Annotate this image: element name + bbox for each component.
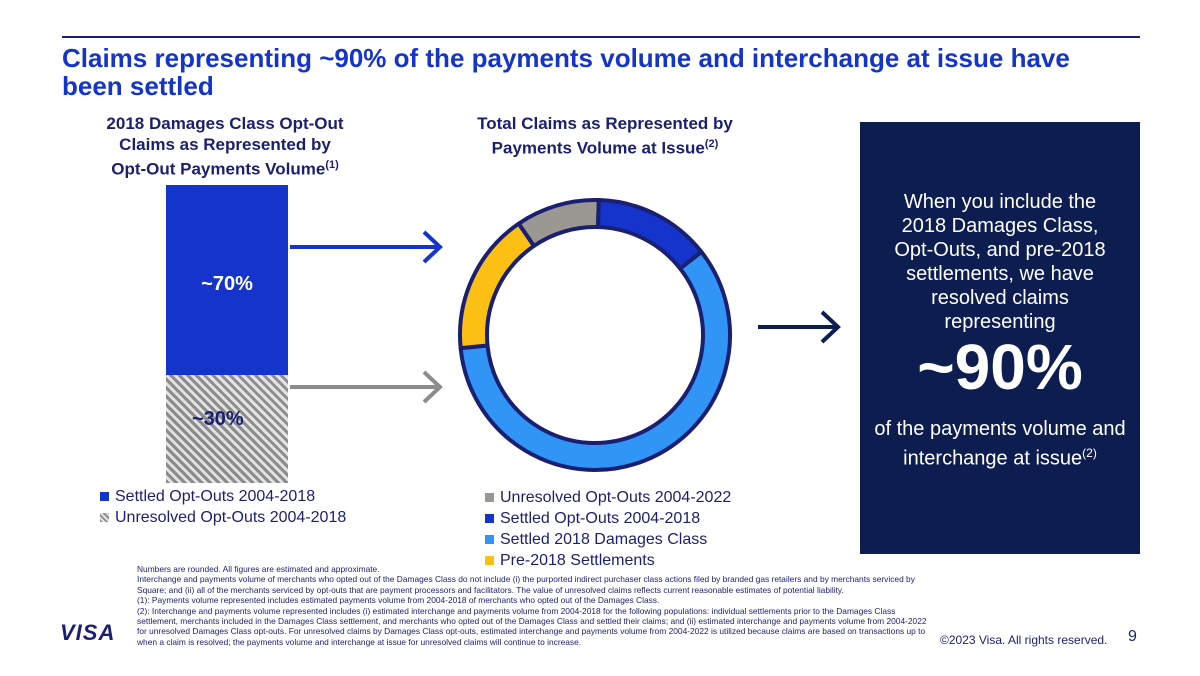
arrow-right-gray-icon	[290, 370, 443, 404]
copyright: ©2023 Visa. All rights reserved.	[940, 633, 1108, 647]
legend-swatch	[100, 492, 109, 501]
middle-chart-heading: Total Claims as Represented by Payments …	[440, 113, 770, 159]
panel-outro: of the payments volume and interchange a…	[870, 417, 1130, 471]
bar-label-settled: ~70%	[201, 273, 253, 295]
legend-item: Unresolved Opt-Outs 2004-2022	[485, 487, 731, 508]
footnote: Interchange and payments volume of merch…	[137, 574, 915, 595]
donut-slice	[458, 221, 536, 351]
arrow-right-blue-icon	[290, 230, 443, 264]
legend-item: Settled Opt-Outs 2004-2018	[100, 486, 346, 507]
left-heading-footnote-ref: (1)	[325, 159, 339, 171]
middle-heading-line1: Total Claims as Represented by	[477, 114, 733, 133]
footnote: Numbers are rounded. All figures are est…	[137, 564, 380, 574]
legend-swatch	[485, 535, 494, 544]
footnote: (1): Payments volume represented include…	[137, 595, 660, 606]
bar-segment-unresolved: ~30%	[166, 375, 288, 483]
left-chart-legend: Settled Opt-Outs 2004-2018 Unresolved Op…	[100, 486, 346, 528]
donut-slice	[458, 249, 732, 472]
legend-swatch	[485, 556, 494, 565]
legend-item: Settled 2018 Damages Class	[485, 529, 731, 550]
legend-swatch-hatched	[100, 513, 109, 522]
legend-item: Pre-2018 Settlements	[485, 550, 731, 571]
donut-slice	[516, 198, 601, 248]
legend-label: Unresolved Opt-Outs 2004-2022	[500, 489, 732, 506]
legend-label: Unresolved Opt-Outs 2004-2018	[115, 509, 347, 526]
summary-panel: When you include the 2018 Damages Class,…	[860, 122, 1140, 554]
panel-outro-text: of the payments volume and interchange a…	[874, 418, 1126, 470]
middle-chart-legend: Unresolved Opt-Outs 2004-2022 Settled Op…	[485, 487, 731, 571]
left-chart-heading: 2018 Damages Class Opt-Out Claims as Rep…	[80, 113, 370, 180]
footnote: (2): Interchange and payments volume rep…	[137, 605, 927, 647]
middle-heading-line2: Payments Volume at Issue	[491, 138, 705, 158]
donut-chart	[458, 198, 732, 472]
legend-label: Settled Opt-Outs 2004-2018	[115, 488, 316, 505]
panel-intro-text: When you include the 2018 Damages Class,…	[894, 191, 1106, 333]
visa-logo: VISA	[60, 620, 116, 645]
legend-item: Settled Opt-Outs 2004-2018	[485, 508, 731, 529]
legend-label: Settled 2018 Damages Class	[500, 531, 708, 548]
top-rule	[62, 36, 1140, 38]
panel-footnote-ref: (2)	[1082, 446, 1097, 460]
legend-swatch	[485, 493, 494, 502]
left-heading-line1: 2018 Damages Class Opt-Out	[106, 114, 344, 133]
legend-label: Pre-2018 Settlements	[500, 552, 655, 569]
arrow-right-navy-icon	[758, 310, 841, 344]
bar-label-unresolved: ~30%	[192, 408, 244, 430]
panel-big-value: ~90%	[917, 331, 1083, 403]
legend-item: Unresolved Opt-Outs 2004-2018	[100, 507, 346, 528]
donut-slice	[596, 198, 704, 271]
legend-swatch	[485, 514, 494, 523]
footnotes: Numbers are rounded. All figures are est…	[137, 564, 937, 647]
left-heading-line3: Opt-Out Payments Volume	[111, 159, 326, 179]
legend-label: Settled Opt-Outs 2004-2018	[500, 510, 701, 527]
middle-heading-footnote-ref: (2)	[704, 138, 719, 150]
left-heading-line2: Claims as Represented by	[119, 135, 331, 154]
page-number: 9	[1128, 628, 1137, 645]
bar-segment-settled: ~70%	[166, 185, 288, 375]
page-title: Claims representing ~90% of the payments…	[62, 43, 1070, 101]
